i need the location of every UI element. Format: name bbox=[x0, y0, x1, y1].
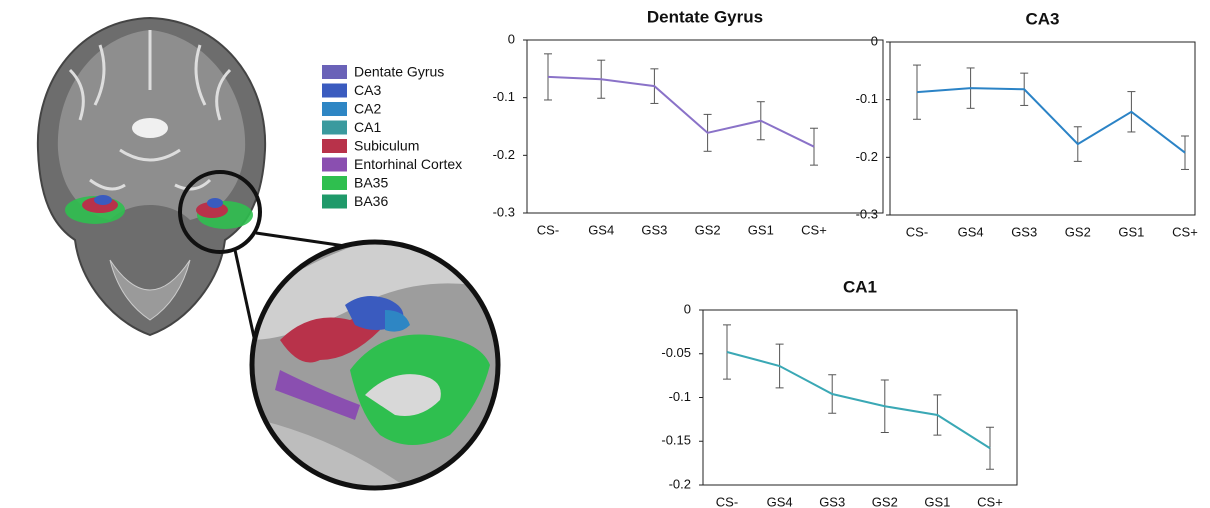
legend-label: Subiculum bbox=[354, 138, 419, 154]
legend: Dentate Gyrus CA3 CA2 CA1 Subiculum Entorhina… bbox=[322, 64, 462, 209]
y-tick-label: 0 bbox=[508, 31, 515, 46]
x-tick-label: GS1 bbox=[924, 494, 950, 508]
legend-label: CA3 bbox=[354, 82, 381, 98]
x-tick-label: GS3 bbox=[819, 494, 845, 508]
legend-swatch bbox=[322, 65, 347, 79]
chart-title: CA3 bbox=[1025, 9, 1059, 28]
x-tick-label: CS+ bbox=[801, 222, 827, 237]
y-tick-label: 0 bbox=[684, 301, 691, 316]
legend-label: CA2 bbox=[354, 101, 381, 117]
y-tick-label: -0.1 bbox=[669, 389, 691, 404]
x-tick-label: GS1 bbox=[1118, 224, 1144, 239]
chart-title: CA1 bbox=[843, 277, 877, 296]
data-line bbox=[726, 351, 991, 450]
x-tick-label: CS- bbox=[906, 224, 928, 239]
x-tick-label: CS- bbox=[537, 222, 559, 237]
chart-title: Dentate Gyrus bbox=[647, 7, 763, 26]
legend-label: Dentate Gyrus bbox=[354, 64, 444, 80]
y-tick-label: -0.05 bbox=[661, 345, 691, 360]
y-tick-label: -0.2 bbox=[669, 476, 691, 491]
y-tick-label: -0.15 bbox=[661, 433, 691, 448]
x-tick-label: CS+ bbox=[977, 494, 1003, 508]
brain-image bbox=[36, 16, 501, 491]
x-tick-label: GS4 bbox=[958, 224, 984, 239]
x-tick-label: GS2 bbox=[872, 494, 898, 508]
legend-swatch bbox=[322, 157, 347, 172]
legend-label: BA35 bbox=[354, 175, 388, 191]
x-tick-label: GS1 bbox=[748, 222, 774, 237]
x-tick-label: GS2 bbox=[695, 222, 721, 237]
legend-swatch bbox=[322, 83, 347, 98]
plot-frame bbox=[702, 309, 1018, 486]
y-tick-label: -0.2 bbox=[856, 149, 878, 164]
legend-swatch bbox=[322, 194, 347, 209]
y-tick-label: -0.3 bbox=[493, 204, 515, 219]
legend-label: CA1 bbox=[354, 119, 381, 135]
y-tick-label: -0.3 bbox=[856, 206, 878, 221]
plot-frame bbox=[526, 39, 884, 214]
legend-label: BA36 bbox=[354, 193, 388, 209]
legend-swatch bbox=[322, 120, 347, 135]
plot-frame bbox=[889, 41, 1196, 216]
y-tick-label: -0.2 bbox=[493, 147, 515, 162]
data-line bbox=[916, 87, 1186, 154]
y-tick-label: 0 bbox=[871, 33, 878, 48]
y-tick-label: -0.1 bbox=[856, 91, 878, 106]
legend-swatch bbox=[322, 102, 347, 116]
x-tick-label: GS3 bbox=[641, 222, 667, 237]
legend-label: Entorhinal Cortex bbox=[354, 156, 462, 172]
x-tick-label: GS4 bbox=[588, 222, 614, 237]
x-tick-label: CS- bbox=[716, 494, 738, 508]
y-tick-label: -0.1 bbox=[493, 89, 515, 104]
x-tick-label: CS+ bbox=[1172, 224, 1198, 239]
x-tick-label: GS3 bbox=[1011, 224, 1037, 239]
legend-swatch bbox=[322, 139, 347, 153]
legend-swatch bbox=[322, 176, 347, 190]
x-tick-label: GS4 bbox=[767, 494, 793, 508]
x-tick-label: GS2 bbox=[1065, 224, 1091, 239]
data-line bbox=[547, 75, 815, 148]
